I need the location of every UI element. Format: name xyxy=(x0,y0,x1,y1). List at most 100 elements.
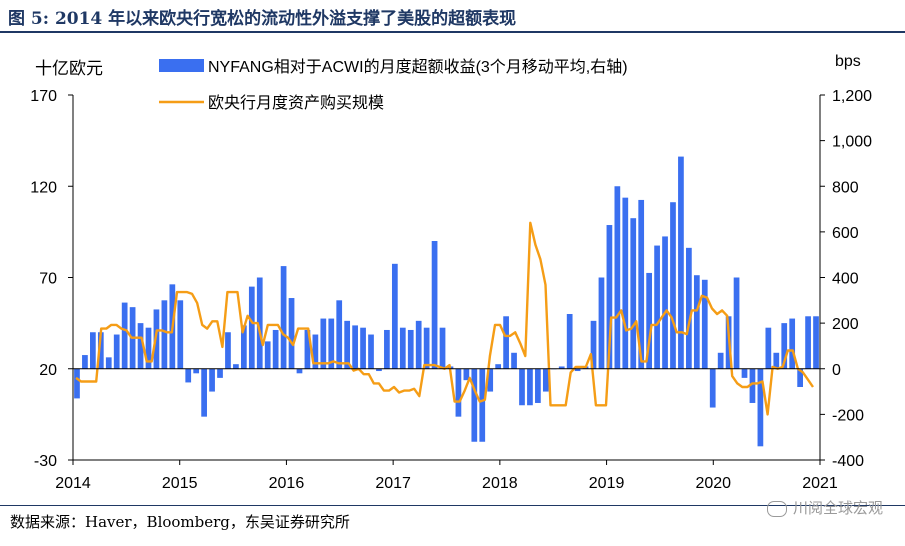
chart-title: 图 5: 2014 年以来欧央行宽松的流动性外溢支撑了美股的超额表现 xyxy=(8,9,517,29)
source-rule xyxy=(0,505,905,506)
excess-return-bar xyxy=(288,298,295,369)
excess-return-bar xyxy=(105,357,112,369)
excess-return-bar xyxy=(407,329,414,369)
x-tick-label: 2020 xyxy=(695,475,731,492)
excess-return-bar xyxy=(542,368,549,392)
left-tick-label: 170 xyxy=(30,88,57,105)
excess-return-bar xyxy=(709,368,716,408)
excess-return-bar xyxy=(487,368,494,392)
right-tick-label: 1,200 xyxy=(832,88,872,105)
excess-return-bar xyxy=(439,327,446,369)
excess-return-bar xyxy=(622,197,629,369)
excess-return-bar xyxy=(463,368,470,381)
excess-return-bar xyxy=(646,272,653,369)
x-tick-label: 2021 xyxy=(802,475,838,492)
excess-return-bar xyxy=(638,199,645,369)
left-axis-label: 十亿欧元 xyxy=(35,59,103,78)
excess-return-bar xyxy=(320,318,327,369)
excess-return-bar xyxy=(431,241,438,369)
excess-return-bar xyxy=(360,327,366,369)
x-tick-label: 2015 xyxy=(162,475,198,492)
excess-return-bar xyxy=(757,368,764,447)
excess-return-bar xyxy=(185,368,192,383)
excess-return-bar xyxy=(121,302,128,369)
excess-return-bar xyxy=(137,323,144,369)
excess-return-bar xyxy=(519,368,525,406)
excess-return-bar xyxy=(376,368,382,372)
excess-return-bar xyxy=(256,277,263,369)
excess-return-bar xyxy=(471,368,478,442)
excess-return-bar xyxy=(479,368,486,442)
excess-return-bar xyxy=(344,320,351,369)
right-tick-label: 800 xyxy=(832,179,859,196)
excess-return-bar xyxy=(74,368,80,399)
watermark-text: 川阅全球宏观 xyxy=(792,499,883,517)
excess-return-bar xyxy=(225,332,231,369)
combo-chart: 170 120 70 20 -30 1,200 1,000 800 600 400 200 0 -200… xyxy=(30,53,872,492)
excess-return-bar xyxy=(264,341,271,369)
x-tick-label: 2016 xyxy=(269,475,305,492)
legend-bar-label: NYFANG相对于ACWI的月度超额收益(3个月移动平均,右轴) xyxy=(208,58,628,76)
excess-return-bar xyxy=(233,364,239,369)
excess-return-bar xyxy=(670,202,676,369)
x-tick-label: 2014 xyxy=(55,475,91,492)
excess-return-bar xyxy=(209,368,215,392)
excess-return-bar xyxy=(590,320,597,369)
source-note: 数据来源：Haver，Bloomberg，东吴证券研究所 xyxy=(10,513,350,531)
excess-return-bar xyxy=(733,277,740,369)
excess-return-bar xyxy=(161,300,168,369)
excess-return-bar xyxy=(558,366,565,369)
excess-return-bar xyxy=(678,156,684,369)
excess-return-bar xyxy=(717,352,724,369)
chat-bubble-icon xyxy=(766,500,787,517)
x-tick-label: 2018 xyxy=(482,475,518,492)
right-axis-label: bps xyxy=(835,53,861,70)
right-tick-label: -200 xyxy=(832,407,864,424)
excess-return-bar xyxy=(598,277,605,369)
right-tick-label: 1,000 xyxy=(832,134,872,151)
excess-return-bar xyxy=(773,352,780,369)
excess-return-bar xyxy=(145,327,152,369)
excess-return-bar xyxy=(296,368,303,374)
excess-return-bar xyxy=(312,334,319,369)
excess-return-bar xyxy=(503,316,509,369)
excess-return-bar xyxy=(805,316,811,369)
excess-return-bar xyxy=(82,355,88,369)
excess-return-bar xyxy=(654,245,660,369)
left-tick-label: 20 xyxy=(39,362,57,379)
left-tick-label: 120 xyxy=(30,179,57,196)
excess-return-bar xyxy=(455,368,462,417)
legend-bar-swatch xyxy=(159,59,204,72)
excess-return-bar xyxy=(535,368,541,403)
excess-return-bar xyxy=(240,325,247,369)
excess-return-bar xyxy=(797,368,803,387)
excess-return-bar xyxy=(399,327,406,369)
excess-return-bar xyxy=(304,329,311,369)
excess-return-bar xyxy=(352,325,358,369)
right-tick-label: 400 xyxy=(832,271,859,288)
x-tick-label: 2017 xyxy=(375,475,411,492)
excess-return-bar xyxy=(336,300,343,369)
excess-return-bar xyxy=(574,368,581,372)
excess-return-bar xyxy=(391,263,398,369)
excess-return-bar xyxy=(662,236,668,369)
excess-return-bar xyxy=(813,316,819,369)
excess-return-bar xyxy=(193,368,200,374)
excess-return-bar xyxy=(97,332,104,369)
title-rule xyxy=(0,31,905,33)
excess-return-bar xyxy=(781,323,788,369)
excess-return-bar xyxy=(368,334,374,369)
right-tick-label: 200 xyxy=(832,316,859,333)
excess-return-bar xyxy=(630,218,637,369)
watermark: 川阅全球宏观 xyxy=(766,497,883,518)
left-tick-label: 70 xyxy=(39,271,57,288)
excess-return-bar xyxy=(423,327,430,369)
excess-return-bar xyxy=(701,279,708,369)
excess-return-bar xyxy=(511,352,517,369)
right-tick-label: 600 xyxy=(832,225,859,242)
excess-return-bar xyxy=(495,364,502,369)
excess-return-bar xyxy=(789,318,796,369)
excess-return-bar xyxy=(614,186,621,369)
excess-return-bar xyxy=(749,368,756,403)
excess-return-bar xyxy=(606,225,613,369)
